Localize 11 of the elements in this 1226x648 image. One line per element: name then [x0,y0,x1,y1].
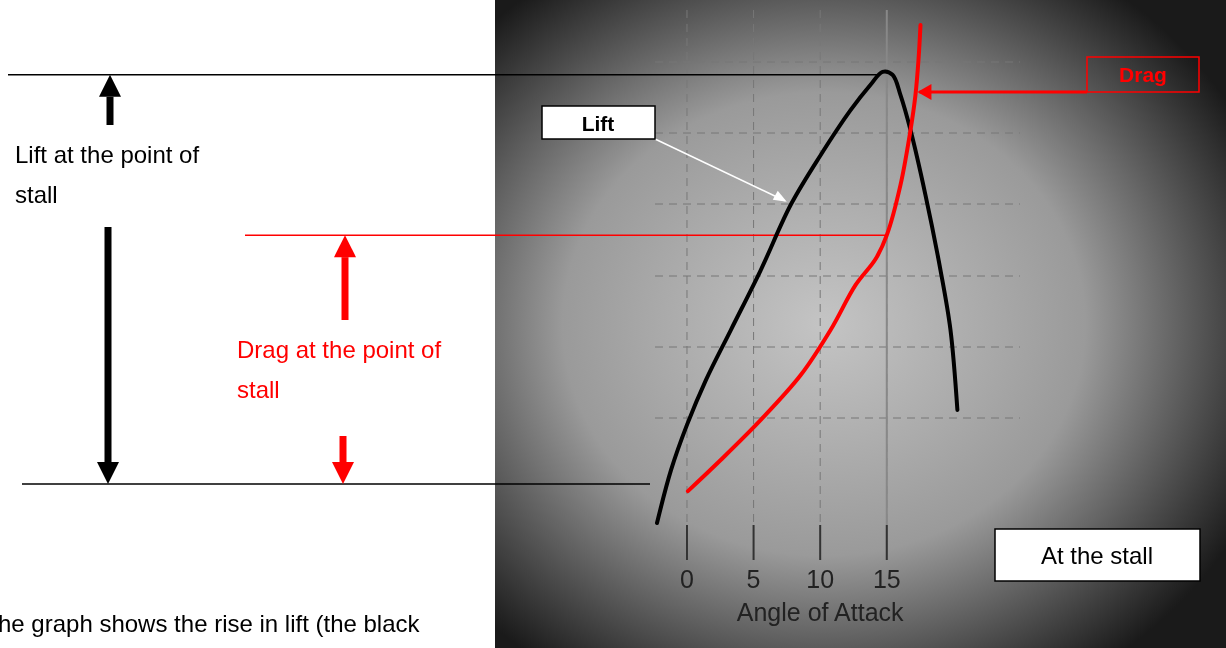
x-tick-label: 10 [806,565,835,593]
x-tick-label: 0 [680,565,694,593]
x-axis-title: Angle of Attack [736,598,905,626]
text: At the stall [1040,542,1154,569]
x-tick-label: 15 [872,565,901,593]
text: Lift [581,112,615,135]
text: Lift at the point of stall [15,141,200,208]
text: he graph shows the rise in lift (the black [0,610,421,637]
text: Drag at the point of stall [237,336,442,403]
x-tick-label: 5 [746,565,761,593]
text: Drag [1119,63,1167,86]
